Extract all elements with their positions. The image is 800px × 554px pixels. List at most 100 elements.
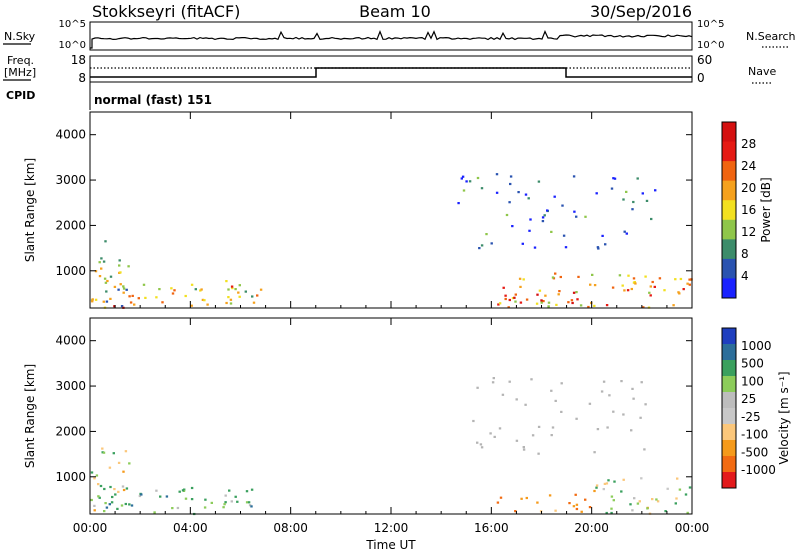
scatter-cell — [610, 507, 613, 510]
scatter-cell — [245, 501, 249, 504]
scatter-cell — [230, 500, 233, 503]
scatter-cell — [190, 498, 194, 501]
scatter-cell — [462, 189, 466, 192]
scatter-cell — [596, 428, 600, 431]
scatter-cell — [499, 496, 503, 499]
scatter-cell — [130, 504, 134, 507]
scatter-cell — [501, 393, 505, 396]
scatter-cell — [518, 277, 522, 280]
scatter-cell — [629, 503, 632, 506]
scatter-cell — [206, 303, 209, 306]
scatter-cell — [688, 283, 691, 286]
scatter-cell — [622, 413, 625, 416]
scatter-cell — [550, 230, 553, 233]
scatter-cell — [468, 180, 472, 183]
scatter-cell — [577, 275, 580, 278]
scatter-cell — [605, 482, 609, 485]
scatter-cell — [113, 305, 116, 308]
scatter-cell — [531, 434, 535, 437]
scatter-cell — [575, 215, 578, 218]
scatter-cell — [638, 500, 641, 503]
scatter-cell — [554, 399, 557, 402]
scatter-cell — [593, 489, 596, 493]
scatter-cell — [636, 177, 639, 180]
scatter-cell — [525, 298, 529, 301]
scatter-cell — [513, 296, 516, 299]
scatter-cell — [225, 280, 228, 283]
scatter-cell — [103, 510, 106, 513]
velocity-plot-area — [90, 318, 692, 514]
scatter-cell — [245, 490, 249, 493]
freq-unit-label: [MHz] — [4, 66, 36, 79]
scatter-cell — [587, 305, 590, 309]
scatter-cell — [502, 286, 505, 289]
noise-sky-trace — [90, 29, 693, 49]
scatter-cell — [102, 451, 106, 454]
scatter-cell — [515, 439, 519, 442]
scatter-cell — [591, 273, 594, 276]
scatter-cell — [113, 488, 116, 491]
scatter-cell — [105, 506, 109, 509]
scatter-cell — [514, 510, 517, 513]
scatter-cell — [194, 288, 197, 291]
noise-panel-frame — [89, 21, 693, 51]
scatter-cell — [103, 277, 107, 280]
scatter-cell — [540, 301, 543, 304]
noise-left-tick-top: 10^5 — [59, 19, 86, 30]
scatter-cell — [142, 283, 146, 286]
scatter-cell — [688, 486, 692, 489]
scatter-cell — [547, 305, 550, 308]
scatter-cell — [605, 511, 608, 515]
scatter-cell — [117, 461, 121, 464]
scatter-cell — [120, 305, 124, 308]
scatter-cell — [520, 497, 523, 500]
scatter-cell — [250, 505, 253, 508]
scatter-cell — [222, 506, 225, 509]
scatter-cell — [546, 209, 549, 212]
scatter-cell — [612, 177, 615, 180]
colorbar-segment — [722, 258, 736, 279]
scatter-cell — [648, 291, 651, 294]
y-tick-label: 4000 — [55, 334, 86, 348]
scatter-cell — [131, 294, 134, 297]
scatter-cell — [575, 507, 579, 511]
scatter-cell — [663, 289, 666, 292]
scatter-cell — [200, 288, 203, 291]
scatter-cell — [595, 484, 599, 487]
scatter-cell — [231, 287, 234, 290]
scatter-cell — [633, 281, 636, 284]
scatter-cell — [479, 443, 483, 446]
scatter-cell — [593, 284, 597, 287]
scatter-cell — [674, 502, 677, 505]
scatter-cell — [460, 177, 463, 180]
scatter-cell — [656, 500, 660, 503]
colorbar-segment — [722, 456, 736, 473]
velocity-panel: 1000 2000 3000 4000 00:00 04:00 08:00 12:00 16:… — [23, 317, 791, 535]
scatter-cell — [203, 299, 206, 302]
scatter-cell — [625, 232, 628, 235]
colorbar-tick-label: 12 — [741, 225, 756, 239]
scatter-cell — [610, 187, 614, 190]
scatter-cell — [632, 277, 636, 280]
scatter-cell — [567, 301, 570, 304]
scatter-cell — [568, 502, 571, 505]
scatter-cell — [204, 498, 207, 501]
scatter-cell — [509, 175, 513, 178]
colorbar-tick-label: 28 — [741, 137, 756, 151]
scatter-cell — [600, 390, 604, 393]
scatter-cell — [465, 180, 468, 183]
scatter-cell — [110, 501, 114, 504]
colorbar-segment — [722, 239, 736, 260]
noise-search-label: N.Search — [746, 30, 796, 43]
scatter-cell — [514, 300, 517, 303]
scatter-cell — [666, 487, 669, 490]
scatter-cell — [588, 506, 592, 509]
scatter-cell — [622, 478, 625, 481]
scatter-cell — [97, 483, 100, 486]
scatter-cell — [480, 244, 484, 247]
scatter-cell — [560, 410, 563, 413]
scatter-cell — [121, 485, 125, 488]
colorbar-tick-label: -25 — [741, 410, 761, 424]
scatter-cell — [199, 289, 202, 292]
scatter-cell — [646, 507, 649, 510]
